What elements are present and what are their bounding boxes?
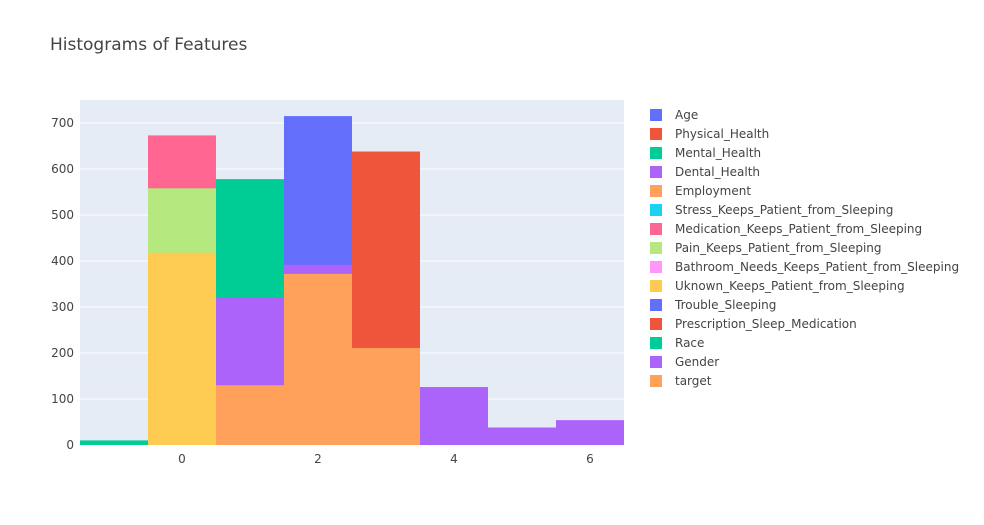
- legend-swatch: [650, 242, 662, 254]
- legend-item-Bathroom_Needs_Keeps_Patient_from_Sleeping[interactable]: Bathroom_Needs_Keeps_Patient_from_Sleepi…: [650, 260, 959, 274]
- y-tick-label: 400: [51, 254, 74, 268]
- legend-label: Dental_Health: [675, 165, 760, 179]
- legend-swatch: [650, 299, 662, 311]
- y-tick-label: 0: [66, 438, 74, 452]
- bar-target-bin-3[interactable]: [284, 273, 352, 445]
- legend-label: Stress_Keeps_Patient_from_Sleeping: [675, 203, 893, 217]
- y-axis-ticks: 0 100 200 300 400 500 600 700: [51, 116, 74, 452]
- chart-title: Histograms of Features: [50, 35, 247, 55]
- y-tick-label: 500: [51, 208, 74, 222]
- bars: [80, 116, 624, 446]
- legend-label: Pain_Keeps_Patient_from_Sleeping: [675, 241, 882, 255]
- y-tick-label: 600: [51, 162, 74, 176]
- legend-swatch: [650, 185, 662, 197]
- legend-swatch: [650, 166, 662, 178]
- legend-item-Dental_Health[interactable]: Dental_Health: [650, 165, 760, 179]
- legend-label: Bathroom_Needs_Keeps_Patient_from_Sleepi…: [675, 260, 959, 274]
- legend-swatch: [650, 337, 662, 349]
- x-tick-label: 2: [314, 452, 322, 466]
- legend-label: Trouble_Sleeping: [674, 298, 776, 312]
- y-tick-label: 300: [51, 300, 74, 314]
- y-tick-label: 700: [51, 116, 74, 130]
- y-tick-label: 100: [51, 392, 74, 406]
- legend-label: Medication_Keeps_Patient_from_Sleeping: [675, 222, 922, 236]
- legend-swatch: [650, 147, 662, 159]
- legend-item-Medication_Keeps_Patient_from_Sleeping[interactable]: Medication_Keeps_Patient_from_Sleeping: [650, 222, 922, 236]
- legend-item-Trouble_Sleeping[interactable]: Trouble_Sleeping: [650, 298, 776, 312]
- bar-Mental_Health-bin-0[interactable]: [80, 440, 148, 445]
- legend-swatch: [650, 128, 662, 140]
- bar-Gender-bin-7[interactable]: [556, 420, 624, 445]
- legend-swatch: [650, 109, 662, 121]
- legend-swatch: [650, 280, 662, 292]
- legend-label: Race: [675, 336, 704, 350]
- bar-Gender-bin-6[interactable]: [488, 427, 556, 445]
- bar-target-bin-2[interactable]: [216, 385, 284, 445]
- legend-item-Pain_Keeps_Patient_from_Sleeping[interactable]: Pain_Keeps_Patient_from_Sleeping: [650, 241, 882, 255]
- legend-swatch: [650, 261, 662, 273]
- legend-item-Physical_Health[interactable]: Physical_Health: [650, 127, 769, 141]
- legend-swatch: [650, 223, 662, 235]
- x-tick-label: 4: [450, 452, 458, 466]
- y-tick-label: 200: [51, 346, 74, 360]
- legend-swatch: [650, 204, 662, 216]
- legend-item-Mental_Health[interactable]: Mental_Health: [650, 146, 761, 160]
- legend-label: Mental_Health: [675, 146, 761, 160]
- legend-swatch: [650, 318, 662, 330]
- legend-label: Gender: [675, 355, 719, 369]
- legend-label: Age: [675, 108, 698, 122]
- bar-Gender-bin-5[interactable]: [420, 387, 488, 445]
- legend-item-Uknown_Keeps_Patient_from_Sleeping[interactable]: Uknown_Keeps_Patient_from_Sleeping: [650, 279, 905, 293]
- x-tick-label: 0: [178, 452, 186, 466]
- legend-label: target: [675, 374, 712, 388]
- legend-item-Race[interactable]: Race: [650, 336, 704, 350]
- legend-item-Prescription_Sleep_Medication[interactable]: Prescription_Sleep_Medication: [650, 317, 857, 331]
- legend-item-Employment[interactable]: Employment: [650, 184, 751, 198]
- x-tick-label: 6: [586, 452, 594, 466]
- bar-target-bin-4[interactable]: [352, 347, 420, 445]
- legend-label: Employment: [675, 184, 751, 198]
- legend-label: Physical_Health: [675, 127, 769, 141]
- legend-item-Gender[interactable]: Gender: [650, 355, 719, 369]
- legend-item-Stress_Keeps_Patient_from_Sleeping[interactable]: Stress_Keeps_Patient_from_Sleeping: [650, 203, 893, 217]
- legend-label: Prescription_Sleep_Medication: [675, 317, 857, 331]
- legend-swatch: [650, 356, 662, 368]
- legend-item-Age[interactable]: Age: [650, 108, 698, 122]
- legend-swatch: [650, 375, 662, 387]
- bar-Uknown_Keeps_Patient_from_Sleeping-bin-1[interactable]: [148, 252, 216, 445]
- legend[interactable]: Age Physical_Health Mental_Health Dental_He…: [650, 108, 959, 388]
- legend-item-target[interactable]: target: [650, 374, 712, 388]
- x-axis-ticks: 0 2 4 6: [178, 452, 594, 466]
- legend-label: Uknown_Keeps_Patient_from_Sleeping: [675, 279, 905, 293]
